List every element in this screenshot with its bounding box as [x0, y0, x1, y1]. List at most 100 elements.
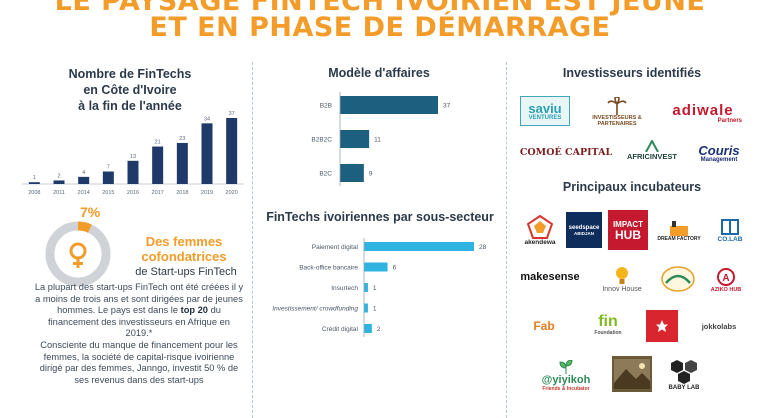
subsector-label: Crédit digital: [322, 326, 359, 333]
count-year-label: 2016: [127, 190, 139, 196]
count-bar: [78, 176, 90, 184]
landscape-incubator-logo: [612, 356, 652, 392]
business-model-value: 11: [374, 137, 381, 144]
count-year-label: 2008: [28, 190, 40, 196]
innov-house-logo: Innov House: [596, 260, 648, 298]
saviu-ventures-logo: saviu VENTURES: [520, 96, 570, 126]
dream-factory-logo: DREAM FACTORY: [654, 214, 704, 248]
business-model-label: B2C: [319, 171, 332, 178]
subsector-label: Paiement digital: [312, 244, 359, 251]
count-year-label: 2014: [78, 190, 90, 196]
women-cofounders-label-line-2: cofondatrices: [141, 249, 227, 264]
seedspace-logo: seedspace ABIDJAN: [566, 212, 602, 248]
incubators-title: Principaux incubateurs: [562, 180, 702, 194]
colab-square-icon: [721, 218, 739, 235]
count-bar: [28, 182, 40, 184]
count-year-label: 2020: [226, 190, 238, 196]
africinvest-emblem-icon: [645, 139, 659, 152]
count-bar-value: 34: [204, 116, 210, 122]
business-model-value: 37: [443, 103, 451, 110]
subsector-bar: [364, 242, 474, 251]
subsector-value: 6: [393, 265, 397, 272]
intro-paragraph-bold: top 20: [180, 305, 208, 316]
makesense-logo: makesense: [520, 271, 580, 283]
subsector-value: 1: [373, 285, 377, 292]
subsector-title: FinTechs ivoiriennes par sous-secteur: [266, 210, 494, 224]
business-model-chart: B2B 37 B2B2C 11 B2C 9: [311, 92, 451, 186]
akendewa-star-icon: [527, 214, 553, 239]
count-bar-value: 23: [179, 136, 185, 142]
jokkolabs-logo: jokkolabs: [701, 321, 737, 331]
count-bar-value: 2: [57, 173, 60, 179]
count-bar: [127, 160, 139, 184]
couris-management-logo: Couris Management: [698, 142, 740, 163]
fintech-count-title: Nombre de FinTechs en Côte d'Ivoire à la…: [20, 66, 240, 114]
fintech-count-title-line-1: Nombre de FinTechs: [68, 67, 192, 81]
women-cofounders-donut: [45, 221, 111, 287]
count-year-label: 2015: [102, 190, 114, 196]
business-model-bar: [340, 96, 438, 114]
yiyikoh-logo: @yiyikoh Friends & Incubator: [534, 356, 598, 396]
impact-hub-logo: IMPACT HUB: [608, 210, 648, 250]
business-model-bar: [340, 130, 370, 148]
count-bar-value: 7: [107, 165, 110, 171]
incubator-emblem-logo: [658, 262, 698, 296]
mountain-landscape-icon: [614, 359, 650, 389]
intro-paragraph-text-1: La plupart des start-ups FinTech ont été…: [34, 282, 244, 316]
dream-factory-icon: [670, 221, 688, 236]
red-square-incubator-logo: [646, 310, 678, 342]
subsector-value: 2: [377, 326, 381, 333]
count-year-label: 2011: [53, 190, 65, 196]
baby-lab-logo: BABY LAB: [664, 354, 704, 396]
count-year-label: 2018: [176, 190, 188, 196]
headline-line-1: LE PAYSAGE FINTECH IVOIRIEN EST JEUNE: [54, 0, 706, 17]
subsector-bar: [364, 303, 368, 313]
count-bar: [201, 123, 213, 184]
subsector-bar: [364, 283, 368, 292]
africinvest-logo: AFRICINVEST: [620, 134, 684, 166]
subsector-value: 28: [479, 244, 487, 251]
subsector-label: Investissement/ crowdfunding: [272, 306, 358, 313]
subsector-bar: [364, 262, 388, 272]
count-bar-value: 1: [33, 175, 36, 181]
women-cofounders-percent: 7%: [80, 204, 101, 220]
fintech-count-title-line-2: en Côte d'Ivoire: [83, 83, 177, 97]
white-star-icon: [656, 320, 668, 332]
investisseurs-partenaires-logo: INVESTISSEURS & PARTENAIRES: [578, 94, 656, 130]
fab-lab-logo: Fab: [533, 319, 555, 333]
intro-paragraph-text-2: du financement des investisseurs en Afri…: [48, 305, 230, 339]
aziko-circle-icon: A: [717, 268, 735, 286]
hexagon-cluster-icon: [671, 360, 697, 384]
business-model-value: 9: [369, 171, 373, 178]
aziko-hub-logo: A AZIKO HUB: [708, 262, 744, 298]
count-bar: [152, 146, 164, 184]
subsector-label: Back-office bancaire: [299, 265, 358, 272]
colab-logo: CO.LAB: [710, 210, 750, 250]
count-bar: [53, 180, 65, 184]
business-model-label: B2B2C: [311, 137, 332, 144]
women-cofounders-sub: de Start-ups FinTech: [135, 266, 237, 278]
count-bar: [102, 171, 114, 184]
count-year-label: 2017: [152, 190, 164, 196]
count-bar-value: 4: [82, 170, 85, 176]
female-symbol-icon: [69, 242, 87, 268]
column-separator-left: [252, 62, 253, 418]
count-year-label: 2019: [201, 190, 213, 196]
comoe-capital-logo: COMOÉ CAPITAL: [519, 146, 613, 158]
subsector-bar: [364, 324, 372, 333]
fintech-count-title-line-3: à la fin de l'année: [78, 99, 182, 113]
count-bar: [176, 142, 188, 184]
count-bar-value: 13: [130, 154, 136, 160]
akendewa-logo: akendewa: [520, 210, 560, 250]
count-bar-value: 37: [229, 111, 235, 117]
subsector-value: 1: [373, 306, 377, 313]
intro-paragraph: La plupart des start-ups FinTech ont été…: [34, 282, 244, 386]
investors-title: Investisseurs identifiés: [562, 66, 702, 80]
business-model-bar: [340, 164, 364, 182]
women-cofounders-label: Des femmes cofondatrices: [118, 234, 250, 264]
column-separator-right: [506, 62, 507, 418]
business-model-label: B2B: [320, 103, 332, 110]
fintech-count-chart: 1 2008 2 2011 4 2014 7 2015 13 2016 21 2017 23 2018 34…: [22, 111, 244, 196]
fin-foundation-logo: fin Foundation: [594, 313, 622, 337]
palm-tree-icon: [607, 97, 627, 115]
